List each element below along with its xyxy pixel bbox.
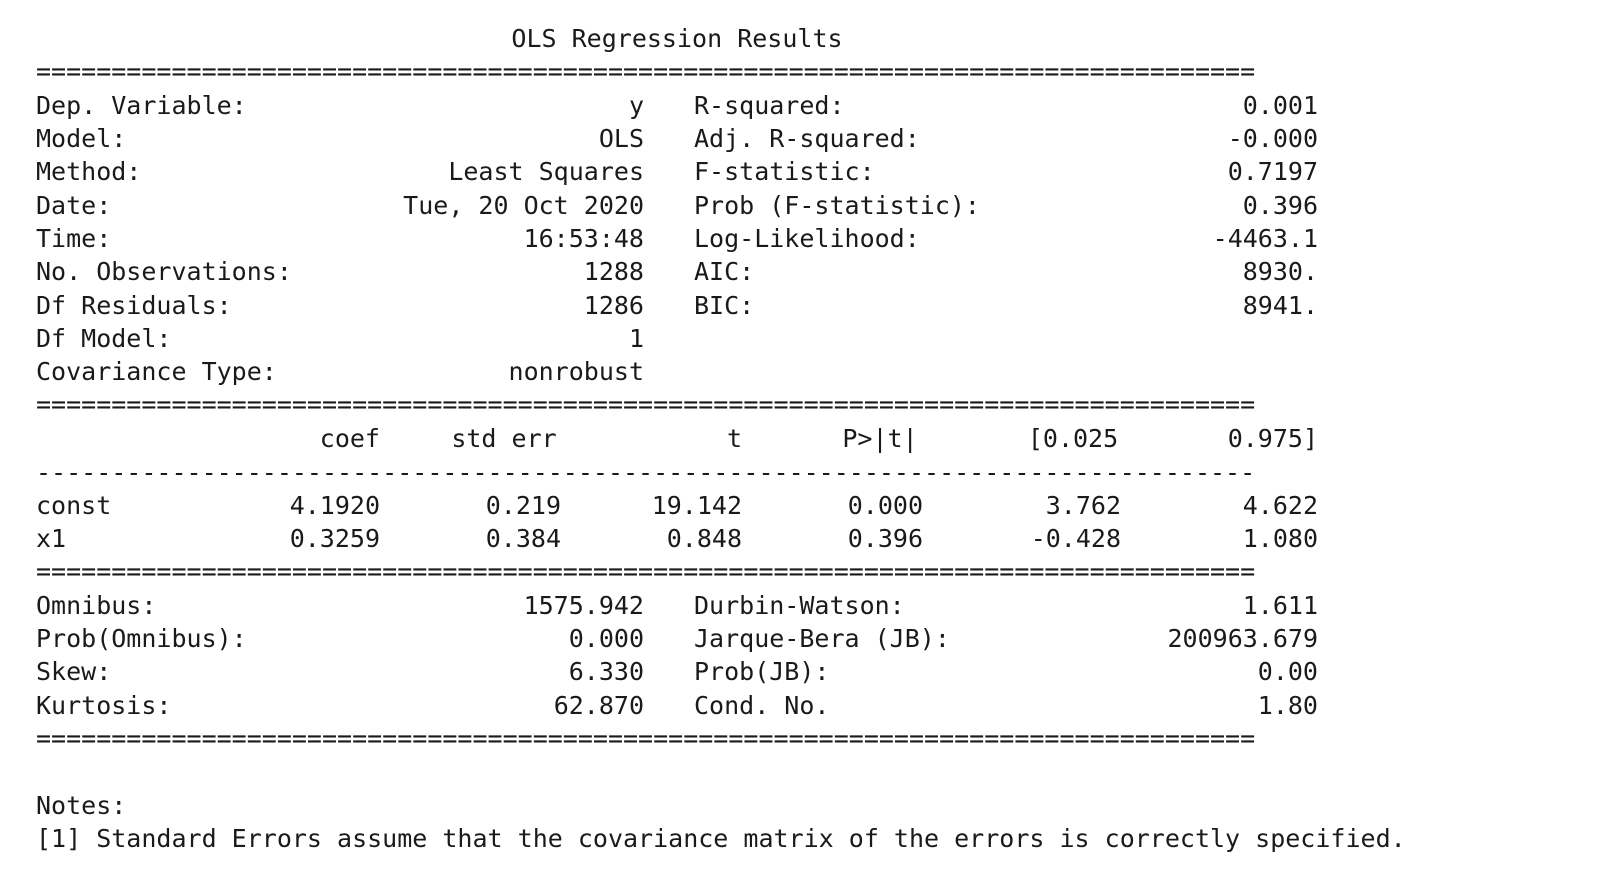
stat-label: Log-Likelihood: — [694, 224, 920, 253]
stat-label: F-statistic: — [694, 157, 875, 186]
diagnostic-label: Skew: — [36, 657, 112, 686]
double-rule-bottom: ========================================… — [36, 727, 1256, 751]
diagnostic-value: 1575.942 — [523, 591, 644, 620]
summary-label: Df Model: — [36, 324, 172, 353]
diagnostic-row: Prob(Omnibus): 0.000 Jarque-Bera (JB): 2… — [36, 622, 1318, 656]
stat-label: Prob (F-statistic): — [694, 191, 980, 220]
stat-label: AIC: — [694, 257, 755, 286]
summary-label: Method: — [36, 157, 142, 186]
diagnostic-value: 1.611 — [1242, 591, 1318, 620]
cell-ci-lower: 3.762 — [1045, 491, 1121, 520]
column-header-std-err: std err — [451, 424, 557, 453]
table-row: x1 0.3259 0.384 0.848 0.396 -0.428 1.080 — [36, 522, 1318, 556]
cell-ci-upper: 4.622 — [1242, 491, 1318, 520]
summary-label: Time: — [36, 224, 112, 253]
summary-label: No. Observations: — [36, 257, 292, 286]
diagnostic-value: 0.00 — [1257, 657, 1318, 686]
summary-row: Dep. Variable: y R-squared: 0.001 — [36, 89, 1318, 123]
cell-coef: 4.1920 — [289, 491, 380, 520]
cell-std-err: 0.219 — [485, 491, 561, 520]
column-header-ci-upper: 0.975] — [1227, 424, 1318, 453]
cell-t: 19.142 — [651, 491, 742, 520]
column-header-t: t — [726, 424, 742, 453]
column-header-coef: coef — [319, 424, 380, 453]
summary-value: 1286 — [583, 291, 644, 320]
summary-value: 16:53:48 — [523, 224, 644, 253]
diagnostic-label: Kurtosis: — [36, 691, 172, 720]
summary-label: Dep. Variable: — [36, 91, 247, 120]
double-rule-top: ========================================… — [36, 60, 1256, 84]
summary-row: No. Observations: 1288 AIC: 8930. — [36, 255, 1318, 289]
summary-value: Least Squares — [448, 157, 644, 186]
stat-value: 0.001 — [1242, 91, 1318, 120]
summary-label: Df Residuals: — [36, 291, 232, 320]
summary-value: Tue, 20 Oct 2020 — [403, 191, 644, 220]
diagnostic-value: 62.870 — [553, 691, 644, 720]
summary-row: Covariance Type: nonrobust — [36, 355, 644, 389]
cell-coef: 0.3259 — [289, 524, 380, 553]
diagnostic-row: Omnibus: 1575.942 Durbin-Watson: 1.611 — [36, 589, 1318, 623]
report-title: OLS Regression Results — [511, 24, 843, 53]
diagnostic-value: 1.80 — [1257, 691, 1318, 720]
summary-value: 1 — [628, 324, 644, 353]
column-header-ci-lower: [0.025 — [1027, 424, 1119, 453]
double-rule-lower: ========================================… — [36, 560, 1256, 584]
stat-value: 8930. — [1242, 257, 1318, 286]
cell-std-err: 0.384 — [485, 524, 561, 553]
diagnostic-label: Omnibus: — [36, 591, 157, 620]
summary-row: Date: Tue, 20 Oct 2020 Prob (F-statistic… — [36, 189, 1318, 223]
single-rule: ----------------------------------------… — [36, 461, 1256, 485]
row-name: const — [36, 491, 112, 520]
diagnostic-label: Durbin-Watson: — [694, 591, 905, 620]
diagnostic-row: Skew: 6.330 Prob(JB): 0.00 — [36, 655, 1318, 689]
summary-label: Model: — [36, 124, 127, 153]
stat-label: BIC: — [694, 291, 755, 320]
note-item: [1] Standard Errors assume that the cova… — [36, 824, 1406, 853]
summary-label: Date: — [36, 191, 112, 220]
column-header-p-value: P>|t| — [842, 424, 918, 453]
summary-value: OLS — [598, 124, 644, 153]
cell-t: 0.848 — [666, 524, 742, 553]
diagnostic-label: Prob(Omnibus): — [36, 624, 247, 653]
stat-value: 0.7197 — [1227, 157, 1318, 186]
diagnostic-label: Cond. No. — [694, 691, 830, 720]
diagnostic-row: Kurtosis: 62.870 Cond. No. 1.80 — [36, 689, 1318, 723]
cell-p-value: 0.000 — [847, 491, 923, 520]
cell-ci-lower: -0.428 — [1030, 524, 1121, 553]
diagnostic-value: 0.000 — [568, 624, 644, 653]
stat-label: Adj. R-squared: — [694, 124, 920, 153]
summary-value: 1288 — [583, 257, 644, 286]
diagnostic-value: 6.330 — [568, 657, 644, 686]
coef-table-header: coef std err t P>|t| [0.025 0.975] — [36, 422, 1318, 456]
summary-row: Df Model: 1 — [36, 322, 644, 356]
stat-value: -0.000 — [1227, 124, 1318, 153]
stat-label: R-squared: — [694, 91, 845, 120]
diagnostic-label: Prob(JB): — [694, 657, 830, 686]
stat-value: 8941. — [1242, 291, 1318, 320]
summary-row: Method: Least Squares F-statistic: 0.719… — [36, 155, 1318, 189]
table-row: const 4.1920 0.219 19.142 0.000 3.762 4.… — [36, 489, 1318, 523]
summary-row: Df Residuals: 1286 BIC: 8941. — [36, 289, 1318, 323]
cell-p-value: 0.396 — [847, 524, 923, 553]
summary-row: Time: 16:53:48 Log-Likelihood: -4463.1 — [36, 222, 1318, 256]
summary-value: nonrobust — [508, 357, 644, 386]
summary-value: y — [628, 91, 644, 120]
summary-label: Covariance Type: — [36, 357, 277, 386]
cell-ci-upper: 1.080 — [1242, 524, 1318, 553]
diagnostic-value: 200963.679 — [1167, 624, 1318, 653]
stat-value: 0.396 — [1242, 191, 1318, 220]
row-name: x1 — [36, 524, 67, 553]
double-rule-mid: ========================================… — [36, 393, 1256, 417]
stat-value: -4463.1 — [1212, 224, 1318, 253]
summary-row: Model: OLS Adj. R-squared: -0.000 — [36, 122, 1318, 156]
notes-heading: Notes: — [36, 791, 127, 820]
diagnostic-label: Jarque-Bera (JB): — [694, 624, 950, 653]
